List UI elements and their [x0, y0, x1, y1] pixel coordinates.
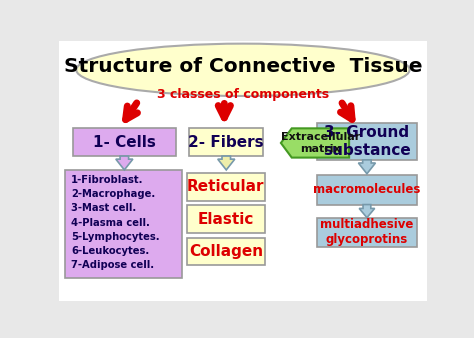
Text: 5-Lymphocytes.: 5-Lymphocytes.	[71, 232, 159, 242]
Bar	[187, 173, 264, 201]
Text: Reticular: Reticular	[187, 179, 264, 194]
Bar	[187, 206, 264, 233]
Bar	[317, 218, 417, 247]
Bar	[317, 175, 417, 204]
Text: 1-Fibroblast.: 1-Fibroblast.	[71, 175, 143, 185]
Text: 7-Adipose cell.: 7-Adipose cell.	[71, 260, 154, 270]
Text: 2-Macrophage.: 2-Macrophage.	[71, 189, 155, 199]
Polygon shape	[116, 156, 133, 170]
Ellipse shape	[76, 44, 410, 96]
Text: Structure of Connective  Tissue: Structure of Connective Tissue	[64, 57, 422, 76]
Text: 3- Ground
substance: 3- Ground substance	[323, 125, 411, 158]
Bar	[190, 128, 263, 156]
Polygon shape	[358, 160, 375, 174]
Text: multiadhesive
glycoprotins: multiadhesive glycoprotins	[320, 218, 414, 246]
Text: 6-Leukocytes.: 6-Leukocytes.	[71, 246, 149, 256]
Bar	[317, 123, 417, 160]
Text: 2- Fibers: 2- Fibers	[189, 135, 264, 150]
Text: Extracellular
matrix: Extracellular matrix	[281, 132, 360, 154]
Bar	[73, 128, 175, 156]
Text: 3-Mast cell.: 3-Mast cell.	[71, 203, 136, 213]
Bar	[65, 170, 182, 278]
Polygon shape	[281, 128, 349, 158]
Polygon shape	[218, 156, 235, 170]
Bar	[187, 238, 264, 265]
Text: 4-Plasma cell.: 4-Plasma cell.	[71, 218, 150, 228]
Polygon shape	[359, 204, 374, 218]
Text: 3 classes of components: 3 classes of components	[157, 88, 329, 101]
Text: macromolecules: macromolecules	[313, 184, 420, 196]
Text: Elastic: Elastic	[198, 212, 254, 227]
Text: Collagen: Collagen	[189, 244, 263, 259]
Text: 1- Cells: 1- Cells	[93, 135, 156, 150]
